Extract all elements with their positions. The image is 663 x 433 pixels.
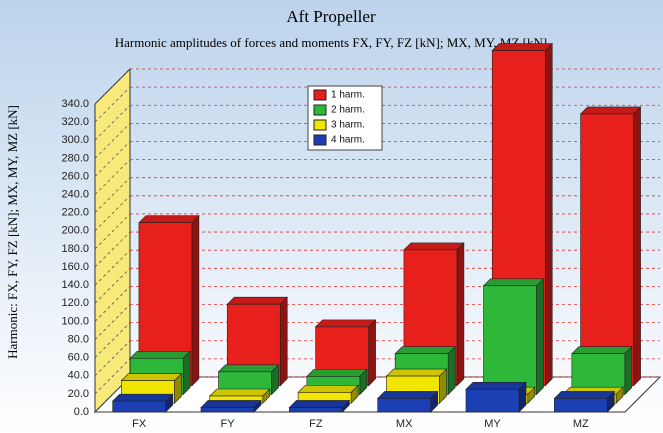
y-tick-label: 100.0 — [61, 315, 89, 327]
y-tick-label: 340.0 — [61, 98, 89, 110]
side-grid-line — [94, 249, 131, 286]
bar-top — [465, 382, 527, 390]
bar-top — [394, 346, 456, 355]
y-tick-label: 200.0 — [61, 225, 89, 237]
side-grid-line — [94, 141, 131, 177]
legend-swatch — [313, 134, 327, 146]
bar-top — [376, 391, 439, 399]
y-tick-label: 120.0 — [61, 297, 89, 309]
bar — [483, 285, 537, 395]
legend-swatch — [313, 89, 327, 101]
legend-label: 4 harm. — [331, 135, 365, 146]
x-tick-label: FX — [132, 418, 147, 430]
legend-swatch — [313, 119, 327, 131]
bar-side — [536, 278, 544, 396]
bar-top — [297, 385, 359, 393]
plot-area: 0.0 20.0 40.0 60.0 80.0 100.0 120.0 140.0 160.0 1… — [61, 42, 662, 430]
chart-title: Aft Propeller — [286, 7, 376, 26]
bar-top — [209, 388, 271, 397]
side-wall — [94, 67, 131, 414]
bar — [580, 113, 634, 387]
side-grid-line — [94, 159, 131, 195]
bar-top — [491, 43, 553, 51]
legend-label: 1 harm. — [331, 90, 365, 101]
bar — [200, 407, 255, 413]
bar-side — [633, 106, 641, 387]
side-grid-line — [94, 358, 131, 395]
bar-side — [368, 319, 376, 387]
chart-subtitle: Harmonic amplitudes of forces and moment… — [115, 35, 547, 50]
y-tick-label: 80.0 — [68, 333, 89, 345]
legend-label: 2 harm. — [331, 105, 365, 116]
bar — [465, 389, 520, 413]
side-grid-line — [94, 195, 131, 232]
y-tick-label: 240.0 — [61, 188, 89, 200]
side-grid-line — [94, 304, 131, 340]
y-tick-label: 160.0 — [61, 261, 89, 273]
bar-top — [553, 391, 616, 399]
side-grid-line — [94, 86, 131, 123]
bar-side — [191, 214, 200, 387]
y-tick-label: 320.0 — [61, 116, 89, 128]
bar-top — [571, 346, 633, 355]
bar-top — [120, 373, 183, 381]
bar-side — [456, 242, 465, 387]
y-tick-label: 180.0 — [61, 243, 89, 255]
bar-top — [314, 319, 377, 328]
side-grid-line — [94, 268, 131, 304]
y-tick-label: 0.0 — [74, 406, 89, 418]
y-tick-label: 60.0 — [68, 352, 89, 364]
y-tick-label: 280.0 — [61, 152, 89, 164]
bar-top — [138, 215, 200, 223]
x-tick-label: FY — [220, 418, 235, 430]
bar-side — [447, 346, 456, 396]
bar — [377, 398, 431, 413]
side-grid-line — [94, 340, 131, 377]
y-tick-label: 300.0 — [61, 134, 89, 146]
x-tick-label: MX — [396, 418, 413, 430]
legend-label: 3 harm. — [331, 120, 365, 131]
bar-top — [288, 400, 351, 408]
y-tick-label: 220.0 — [61, 207, 89, 219]
legend: 1 harm. 2 harm. 3 harm. 4 harm. — [307, 85, 383, 151]
bar — [554, 398, 608, 413]
y-tick-label: 20.0 — [68, 388, 89, 400]
bar-top — [111, 393, 174, 402]
side-grid-line — [94, 123, 131, 159]
y-tick-label: 260.0 — [61, 170, 89, 182]
bar-top — [482, 278, 545, 287]
bar-top — [226, 296, 288, 305]
bar-side — [544, 42, 553, 387]
y-axis-title: Harmonic: FX, FY, FZ [kN]; MX, MY, MZ [k… — [5, 105, 20, 359]
side-grid-line — [94, 177, 131, 213]
y-tick-label: 40.0 — [68, 370, 89, 382]
x-tick-label: MZ — [573, 418, 589, 430]
bar-top — [403, 242, 465, 251]
side-grid-line — [94, 286, 131, 322]
bar-top — [306, 369, 368, 377]
side-grid-line — [94, 68, 131, 105]
bar-side — [182, 350, 191, 396]
bar-side — [624, 346, 633, 396]
side-grid-line — [94, 376, 131, 413]
bar-side — [279, 296, 288, 387]
side-grid-line — [94, 213, 131, 250]
side-grid-line — [94, 231, 131, 268]
bar — [289, 407, 343, 413]
bar-top — [217, 364, 280, 373]
x-tick-label: FZ — [309, 418, 323, 430]
bar — [112, 400, 166, 413]
x-tick-label: MY — [484, 418, 501, 430]
bar-top — [385, 368, 448, 377]
bar-top — [200, 400, 262, 408]
y-tick-label: 140.0 — [61, 279, 89, 291]
side-grid-line — [94, 322, 131, 358]
legend-swatch — [313, 104, 327, 116]
side-grid-line — [94, 104, 131, 141]
bar-top — [129, 350, 191, 359]
bar-top — [579, 106, 642, 115]
